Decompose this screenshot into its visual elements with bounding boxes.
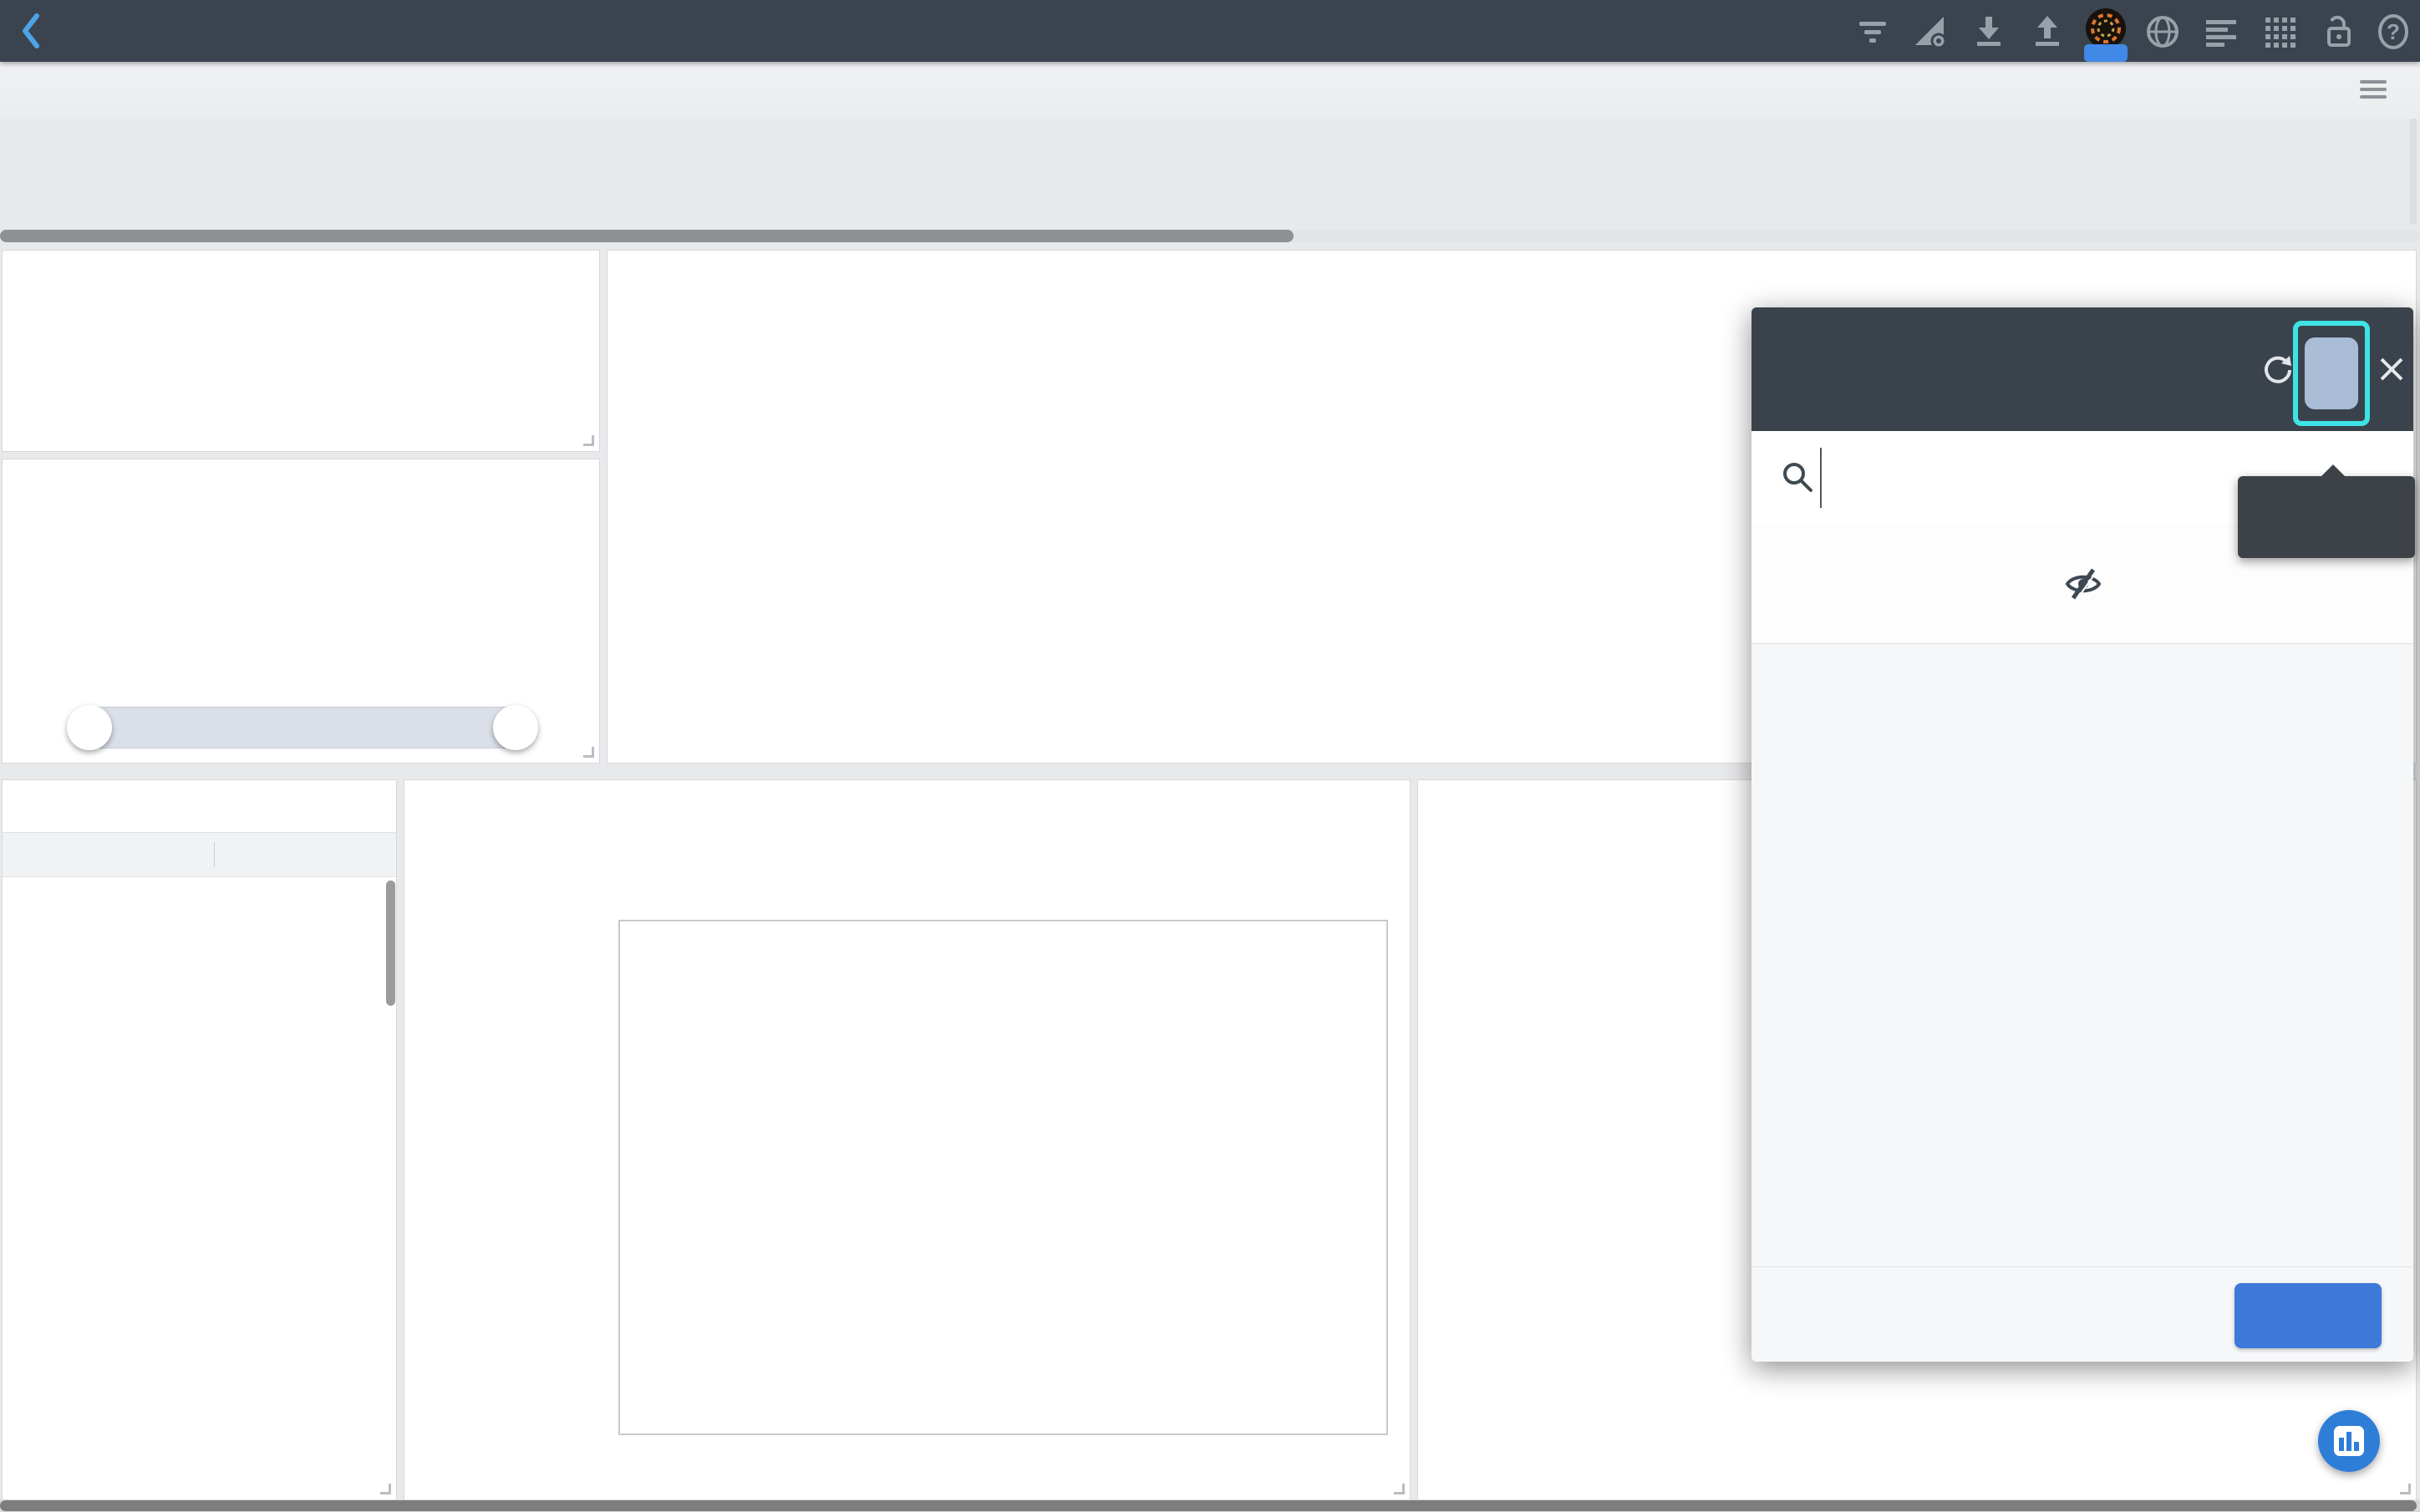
unlock-icon[interactable]	[2320, 13, 2356, 50]
card-time-range-filter	[2, 459, 600, 764]
bar-chart-icon	[2318, 1410, 2380, 1472]
slider-handle-left[interactable]	[67, 705, 112, 750]
card-top-street-names	[404, 779, 1411, 1500]
top-bar: ?	[0, 0, 2420, 62]
new-query-button[interactable]	[2305, 337, 2358, 409]
close-icon[interactable]	[2377, 354, 2407, 384]
horizontal-scrollbar-thumb[interactable]	[0, 230, 1294, 242]
card-calls	[2, 250, 600, 452]
column-separator	[214, 842, 215, 867]
tooltip-arrow	[2321, 458, 2345, 476]
chart-settings-icon[interactable]	[1912, 13, 1949, 50]
filter-icon[interactable]	[1855, 13, 1892, 50]
focus-ring	[2293, 321, 2370, 426]
x-axis-ticks	[3, 678, 599, 703]
tooltip-label	[2238, 476, 2415, 558]
chart-fab-button[interactable]	[2318, 1410, 2380, 1472]
filters-table	[0, 119, 2420, 224]
svg-text:?: ?	[2387, 19, 2400, 44]
search-icon	[1782, 461, 1813, 493]
upload-icon[interactable]	[2029, 13, 2066, 50]
time-range-slider-track[interactable]	[81, 707, 524, 748]
panel-header	[1751, 307, 2413, 431]
new-query-tooltip	[2238, 476, 2415, 558]
card-council-district-codes	[2, 779, 397, 1500]
filters-menu-icon[interactable]	[2360, 80, 2387, 100]
help-icon[interactable]: ?	[2375, 13, 2412, 50]
vertical-scrollbar-thumb[interactable]	[386, 880, 395, 1006]
bar-chart-plot[interactable]	[618, 920, 1388, 1435]
bottom-scrollbar	[0, 1499, 2420, 1512]
download-icon[interactable]	[1970, 13, 2007, 50]
vertical-scrollbar-track	[2410, 119, 2417, 224]
beta-badge	[2084, 44, 2128, 62]
globe-icon[interactable]	[2144, 13, 2181, 50]
horizontal-scrollbar	[0, 230, 2420, 242]
eye-off-icon	[2062, 563, 2104, 605]
back-button[interactable]	[2234, 1283, 2382, 1348]
refresh-icon[interactable]	[2260, 351, 2296, 388]
table-header	[3, 832, 396, 877]
back-chevron-icon[interactable]	[18, 13, 43, 48]
list-icon[interactable]	[2203, 13, 2240, 50]
divider	[1751, 1266, 2413, 1267]
custom-queries-panel	[1751, 307, 2413, 1362]
filters-bar	[0, 62, 2420, 119]
bottom-scrollbar-thumb[interactable]	[0, 1500, 2417, 1511]
slider-handle-right[interactable]	[493, 705, 538, 750]
grid-icon[interactable]	[2261, 13, 2298, 50]
